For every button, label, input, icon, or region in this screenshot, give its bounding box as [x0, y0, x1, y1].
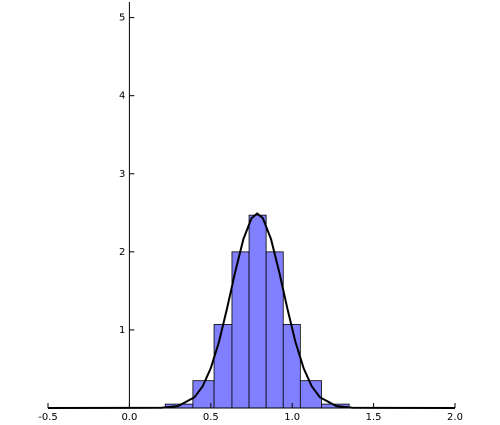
bar: [282, 324, 301, 409]
y-tick-label: 3: [119, 169, 125, 180]
bar: [248, 214, 267, 409]
x-tick-label: 0.0: [121, 412, 137, 423]
y-tick-label: 1: [119, 325, 125, 336]
x-tick-label: 2.0: [447, 412, 463, 423]
x-tick-label: 1.0: [284, 412, 300, 423]
y-tick-label: 5: [119, 13, 125, 24]
x-tick-label: 0.5: [203, 412, 219, 423]
y-tick-label: 2: [119, 247, 125, 258]
y-tick-label: 4: [119, 91, 125, 102]
x-tick-label: 1.5: [366, 412, 382, 423]
x-tick-label: -0.5: [38, 412, 58, 423]
bar: [213, 324, 233, 409]
fitted-curve: [47, 212, 456, 409]
